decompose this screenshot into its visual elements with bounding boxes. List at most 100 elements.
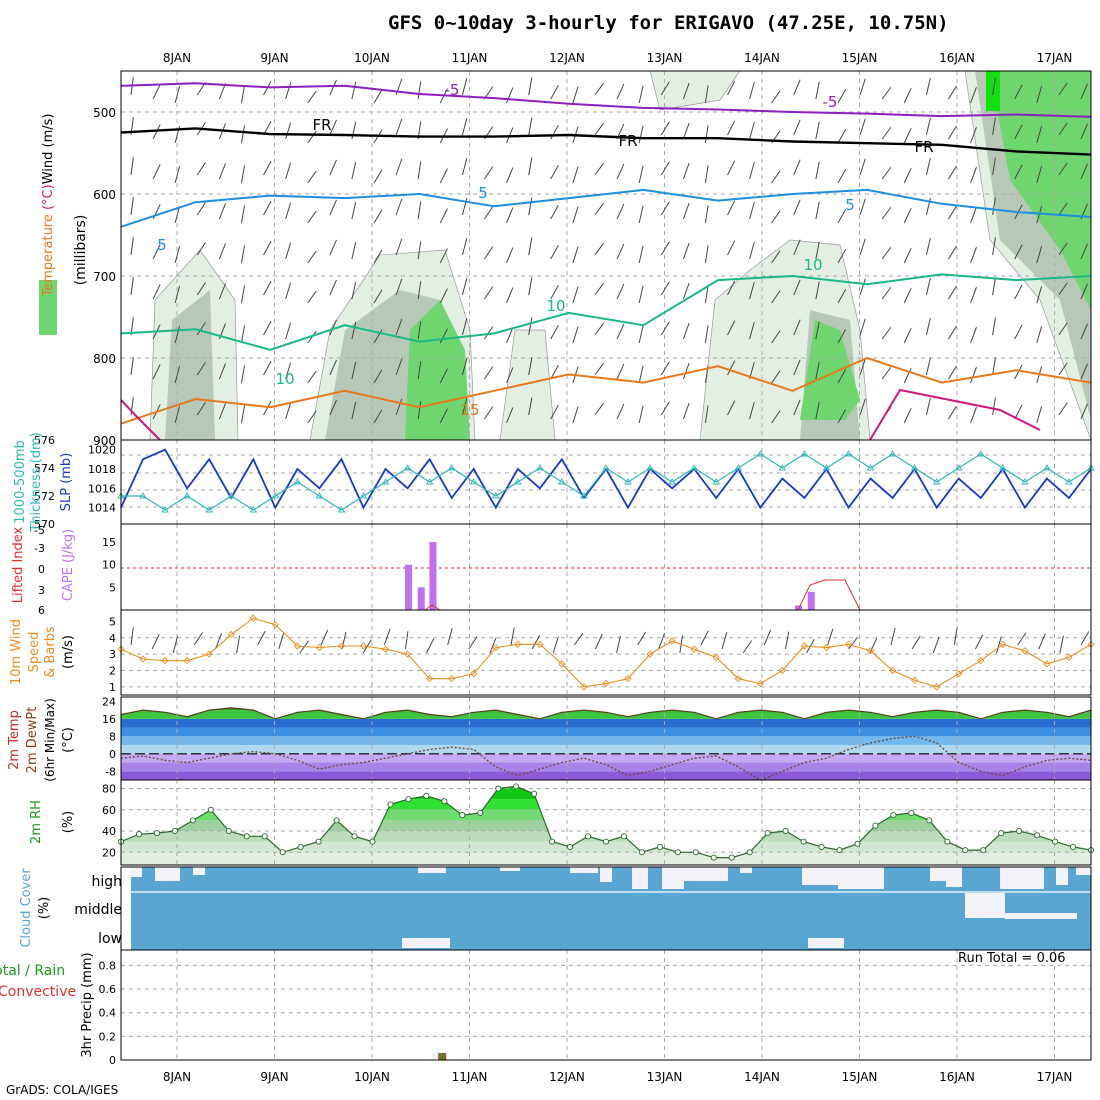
wind-barb — [461, 158, 468, 176]
wind-barb — [484, 366, 494, 380]
wind10-marker — [756, 679, 764, 688]
wind-barb — [992, 277, 996, 296]
wind-barb — [721, 632, 728, 650]
rh2m-marker — [369, 838, 376, 845]
upper-air-barbs-row — [130, 197, 1088, 224]
wind-barb — [727, 400, 736, 416]
cloud-high-clear — [1000, 867, 1044, 889]
wind-barb — [285, 362, 292, 380]
wind-barb — [771, 410, 781, 424]
y-tick-slp-1018: 1018 — [88, 463, 116, 476]
wind-barb — [285, 402, 292, 420]
wind-barb — [329, 239, 337, 256]
wind-barb — [373, 169, 383, 184]
wind-barb — [771, 250, 781, 264]
wind-barb — [594, 282, 604, 296]
y-tick-thk-572: 572 — [34, 490, 55, 503]
wind-barb — [484, 246, 494, 260]
wind-barb — [484, 286, 494, 300]
wind-barb — [174, 206, 181, 224]
wind-barb — [1014, 404, 1023, 420]
y-label-rh: RH — [45, 201, 60, 220]
wind-barb — [637, 631, 647, 646]
wind-barb — [417, 361, 422, 380]
upper-air-barbs-row — [130, 277, 1088, 304]
wind-barb — [130, 237, 134, 256]
x-tick-top-13JAN: 13JAN — [647, 51, 683, 65]
run-total-label: Run Total = 0.06 — [958, 951, 1066, 966]
wind-barb — [771, 290, 781, 304]
thickness-marker — [602, 464, 610, 471]
wind-barb — [307, 210, 317, 224]
slp-grid — [121, 440, 1091, 524]
rh2m-marker — [207, 806, 214, 813]
thickness-marker — [183, 492, 191, 499]
wind-barb — [196, 282, 206, 296]
rh2m-marker — [728, 854, 735, 861]
wind-barb — [827, 628, 834, 646]
thickness-marker — [227, 492, 236, 499]
rh2m-marker — [567, 843, 574, 850]
cloud-mid-clear — [965, 893, 1005, 918]
wind10-marker — [271, 621, 279, 629]
wind-barb — [970, 287, 977, 304]
cloud-high-clear — [838, 867, 884, 889]
wind-barb — [749, 282, 755, 300]
cloud-low-clear — [402, 938, 450, 948]
wind-barb — [660, 321, 670, 336]
rh-band — [121, 799, 1091, 810]
x-tick-bottom-13JAN: 13JAN — [647, 1070, 683, 1084]
wind-barb — [881, 127, 892, 140]
wind-barb — [572, 166, 579, 184]
wind-barb — [152, 84, 161, 100]
thickness-marker — [668, 478, 676, 485]
wind-barb — [351, 361, 357, 380]
wind-barb — [660, 401, 670, 416]
wind-barb — [307, 130, 317, 144]
wind-barb — [837, 209, 847, 224]
wind-barb — [704, 285, 709, 304]
wind-barb — [869, 638, 878, 654]
y-label-temp-2: 2m DewPt — [25, 707, 40, 774]
wind-barb — [395, 358, 403, 376]
wind-barb — [837, 369, 847, 384]
wind-barb — [749, 402, 755, 420]
wind-barb — [484, 206, 494, 220]
wind-barb — [174, 246, 181, 264]
upper-air-frame — [120, 70, 1092, 441]
wind-barb — [395, 278, 403, 296]
wind-barb — [439, 288, 448, 304]
wind-barb — [373, 249, 383, 264]
y-tick-rh-40: 40 — [102, 825, 116, 838]
temp-band — [121, 707, 1091, 711]
wind-barb — [837, 129, 847, 144]
x-tick-bottom-15JAN: 15JAN — [842, 1070, 878, 1084]
x-tick-top-11JAN: 11JAN — [452, 51, 488, 65]
wind-barb — [528, 197, 533, 216]
wind-barb — [285, 242, 292, 260]
wind-barb — [307, 410, 317, 424]
wind-barb — [218, 363, 226, 380]
wind-barb — [404, 631, 409, 650]
wind-barb — [174, 406, 181, 424]
y-tick-slp-1020: 1020 — [88, 444, 116, 457]
wind-barb — [616, 363, 625, 380]
rh2m-marker — [1016, 827, 1023, 835]
wind-barb — [1080, 323, 1088, 340]
rh2m-marker — [764, 830, 771, 837]
y-tick-precip-0.6: 0.6 — [99, 983, 117, 996]
wind-barb — [704, 165, 709, 184]
wind-barb — [1080, 163, 1088, 180]
wind-barb — [992, 317, 996, 336]
wind-barb — [439, 208, 448, 224]
wind-barb — [638, 245, 644, 264]
wind-barb — [439, 248, 448, 264]
rh2m-marker — [423, 792, 430, 799]
rh2m-marker — [153, 830, 160, 837]
cloud-high-clear — [802, 867, 838, 885]
rh2m-marker — [261, 833, 268, 840]
wind-barb — [815, 161, 820, 180]
wind-barb — [550, 324, 559, 340]
x-tick-bottom-9JAN: 9JAN — [260, 1070, 288, 1084]
wind-barb — [285, 322, 292, 340]
